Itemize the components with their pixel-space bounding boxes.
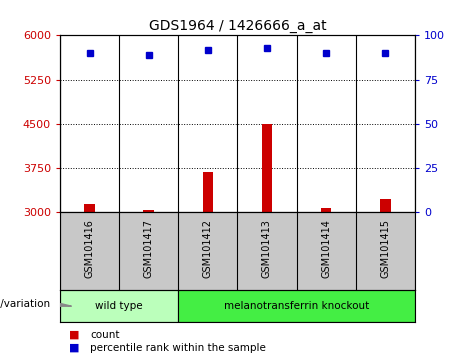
- Title: GDS1964 / 1426666_a_at: GDS1964 / 1426666_a_at: [148, 19, 326, 33]
- Text: count: count: [90, 330, 119, 339]
- Bar: [321, 208, 331, 212]
- Text: GSM101416: GSM101416: [84, 219, 95, 278]
- Text: percentile rank within the sample: percentile rank within the sample: [90, 343, 266, 353]
- Bar: [143, 210, 154, 212]
- Bar: [84, 204, 95, 212]
- Text: melanotransferrin knockout: melanotransferrin knockout: [224, 301, 369, 311]
- Text: GSM101417: GSM101417: [144, 219, 154, 278]
- Text: genotype/variation: genotype/variation: [0, 299, 51, 309]
- FancyArrow shape: [51, 304, 71, 306]
- Text: wild type: wild type: [95, 301, 143, 311]
- Text: GSM101415: GSM101415: [380, 219, 390, 278]
- Text: ■: ■: [69, 343, 80, 353]
- Text: GSM101414: GSM101414: [321, 219, 331, 278]
- Bar: [60, 290, 178, 322]
- Bar: [202, 172, 213, 212]
- Bar: [380, 199, 390, 212]
- Text: ■: ■: [69, 330, 80, 339]
- Text: GSM101413: GSM101413: [262, 219, 272, 278]
- Bar: [262, 124, 272, 212]
- Bar: [178, 290, 415, 322]
- Text: GSM101412: GSM101412: [203, 219, 213, 278]
